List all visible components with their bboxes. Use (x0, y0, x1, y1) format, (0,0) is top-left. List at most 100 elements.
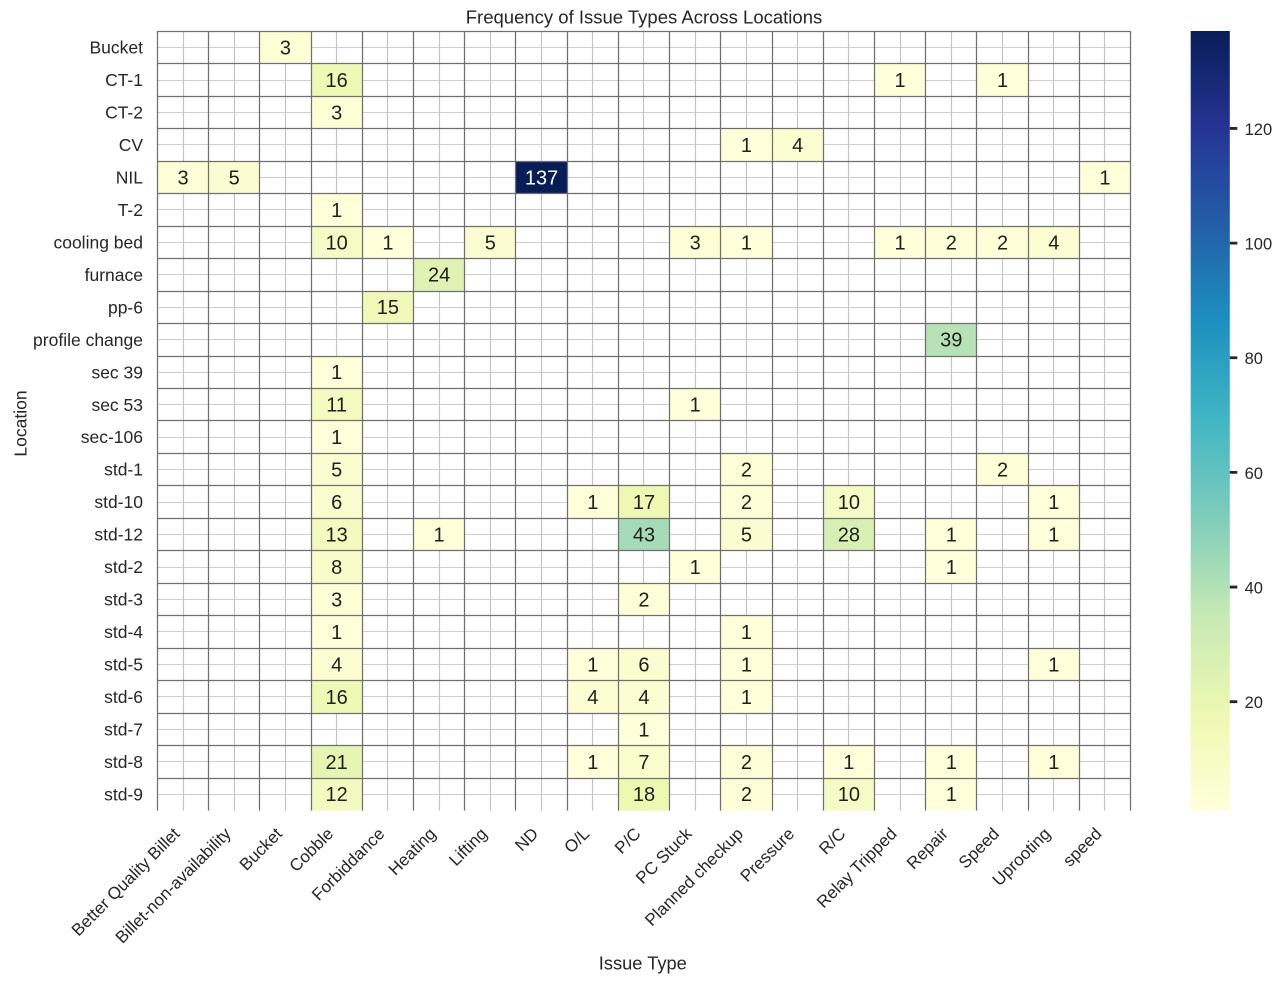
svg-text:7: 7 (638, 752, 649, 774)
svg-text:1: 1 (843, 752, 854, 774)
svg-text:1: 1 (895, 232, 906, 254)
svg-text:std-5: std-5 (104, 655, 143, 675)
svg-text:80: 80 (1245, 350, 1263, 368)
svg-text:CT-2: CT-2 (105, 103, 143, 123)
svg-text:5: 5 (229, 167, 240, 189)
svg-text:60: 60 (1245, 465, 1263, 483)
svg-text:cooling bed: cooling bed (53, 232, 143, 252)
svg-text:1: 1 (741, 232, 752, 254)
svg-text:6: 6 (638, 654, 649, 676)
svg-text:4: 4 (331, 654, 342, 676)
svg-text:100: 100 (1245, 236, 1273, 254)
svg-text:24: 24 (428, 265, 450, 287)
svg-text:std-3: std-3 (104, 590, 143, 610)
svg-text:CV: CV (119, 135, 144, 155)
svg-text:1: 1 (946, 784, 957, 806)
svg-text:3: 3 (331, 589, 342, 611)
svg-text:1: 1 (1048, 524, 1059, 546)
svg-text:3: 3 (690, 232, 701, 254)
svg-text:2: 2 (638, 589, 649, 611)
svg-text:Frequency of Issue Types Acros: Frequency of Issue Types Across Location… (466, 7, 823, 28)
svg-text:2: 2 (741, 784, 752, 806)
svg-text:1: 1 (331, 427, 342, 449)
svg-text:2: 2 (741, 492, 752, 514)
svg-text:15: 15 (377, 297, 399, 319)
svg-text:137: 137 (525, 167, 558, 189)
svg-text:4: 4 (587, 687, 598, 709)
svg-text:1: 1 (1048, 492, 1059, 514)
svg-text:4: 4 (638, 687, 649, 709)
svg-text:1: 1 (997, 70, 1008, 92)
svg-text:3: 3 (280, 37, 291, 59)
svg-text:profile change: profile change (33, 330, 143, 350)
svg-text:17: 17 (633, 492, 655, 514)
svg-text:1: 1 (434, 524, 445, 546)
svg-text:1: 1 (587, 492, 598, 514)
svg-text:40: 40 (1245, 579, 1263, 597)
svg-text:Issue Type: Issue Type (599, 953, 687, 974)
svg-text:4: 4 (792, 135, 803, 157)
svg-text:120: 120 (1245, 121, 1273, 139)
svg-text:1: 1 (587, 654, 598, 676)
svg-text:10: 10 (838, 784, 860, 806)
svg-text:10: 10 (326, 232, 348, 254)
svg-text:std-1: std-1 (104, 460, 143, 480)
svg-text:1: 1 (741, 654, 752, 676)
svg-text:4: 4 (1048, 232, 1059, 254)
svg-text:43: 43 (633, 524, 655, 546)
svg-text:1: 1 (946, 752, 957, 774)
svg-text:sec 53: sec 53 (91, 395, 143, 415)
svg-text:2: 2 (741, 460, 752, 482)
svg-text:sec 39: sec 39 (91, 362, 143, 382)
svg-text:1: 1 (741, 622, 752, 644)
svg-text:1: 1 (331, 362, 342, 384)
svg-text:28: 28 (838, 524, 860, 546)
svg-text:6: 6 (331, 492, 342, 514)
svg-text:1: 1 (946, 524, 957, 546)
svg-text:2: 2 (997, 232, 1008, 254)
svg-text:T-2: T-2 (118, 200, 143, 220)
svg-text:3: 3 (177, 167, 188, 189)
svg-text:std-2: std-2 (104, 557, 143, 577)
svg-text:furnace: furnace (85, 265, 143, 285)
svg-text:18: 18 (633, 784, 655, 806)
svg-text:5: 5 (741, 524, 752, 546)
svg-text:1: 1 (690, 557, 701, 579)
svg-text:std-8: std-8 (104, 752, 143, 772)
svg-text:CT-1: CT-1 (105, 70, 143, 90)
svg-text:1: 1 (331, 622, 342, 644)
svg-text:std-9: std-9 (104, 784, 143, 804)
svg-text:5: 5 (485, 232, 496, 254)
svg-text:10: 10 (838, 492, 860, 514)
svg-text:1: 1 (1048, 752, 1059, 774)
svg-text:1: 1 (382, 232, 393, 254)
svg-text:12: 12 (326, 784, 348, 806)
svg-text:std-10: std-10 (94, 492, 143, 512)
svg-text:NIL: NIL (116, 167, 144, 187)
svg-text:1: 1 (895, 70, 906, 92)
svg-text:1: 1 (1099, 167, 1110, 189)
svg-text:1: 1 (587, 752, 598, 774)
svg-text:13: 13 (326, 524, 348, 546)
svg-text:5: 5 (331, 460, 342, 482)
svg-text:Location: Location (10, 390, 30, 456)
svg-text:1: 1 (741, 135, 752, 157)
svg-text:16: 16 (326, 70, 348, 92)
svg-text:2: 2 (997, 460, 1008, 482)
svg-text:1: 1 (638, 719, 649, 741)
svg-text:std-6: std-6 (104, 687, 143, 707)
svg-text:39: 39 (940, 330, 962, 352)
svg-text:1: 1 (946, 557, 957, 579)
svg-text:std-4: std-4 (104, 622, 143, 642)
svg-text:2: 2 (741, 752, 752, 774)
svg-text:16: 16 (326, 687, 348, 709)
svg-text:1: 1 (690, 395, 701, 417)
svg-text:20: 20 (1245, 694, 1263, 712)
svg-text:3: 3 (331, 102, 342, 124)
svg-text:std-12: std-12 (94, 525, 143, 545)
svg-text:Bucket: Bucket (90, 38, 144, 58)
svg-text:8: 8 (331, 557, 342, 579)
svg-text:1: 1 (741, 687, 752, 709)
svg-text:21: 21 (326, 752, 348, 774)
svg-text:11: 11 (326, 395, 347, 417)
